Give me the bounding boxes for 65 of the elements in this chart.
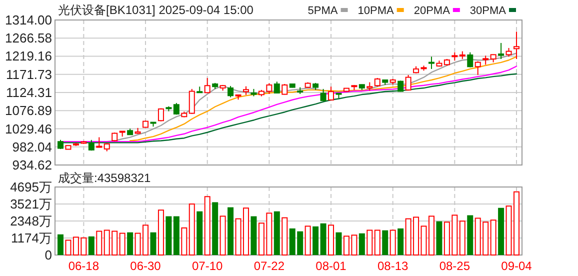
x-tick-label: 09-04 xyxy=(501,259,532,273)
y-tick-label: 1219.16 xyxy=(5,48,52,64)
x-tick-label: 06-30 xyxy=(130,259,162,273)
bar xyxy=(498,208,504,255)
y-tick-label: 2348万 xyxy=(10,213,52,228)
bar xyxy=(250,216,257,255)
y-tick-label: 1171.73 xyxy=(6,66,52,82)
bar xyxy=(127,232,134,255)
bar xyxy=(166,216,172,255)
x-tick-label: 07-22 xyxy=(254,259,285,273)
y-tick-label: 4695万 xyxy=(10,180,52,194)
y-tick-label: 982.04 xyxy=(12,139,52,154)
bar xyxy=(328,224,334,256)
bar xyxy=(58,234,64,255)
bar xyxy=(150,232,156,255)
x-tick-label: 08-25 xyxy=(439,259,470,273)
legend-label: 20PMA xyxy=(414,5,451,17)
bar xyxy=(196,211,203,255)
chart-title: 成交量:43598321 xyxy=(58,171,152,185)
bar xyxy=(304,226,311,256)
y-tick-label: 0 xyxy=(44,248,52,262)
bar xyxy=(204,196,210,256)
bar xyxy=(366,230,373,256)
y-tick-label: 1076.89 xyxy=(5,103,52,118)
bar xyxy=(490,220,496,256)
bar xyxy=(436,221,442,255)
legend-label: 10PMA xyxy=(358,5,394,17)
bar xyxy=(459,220,466,256)
y-tick-label: 1029.46 xyxy=(5,121,52,136)
bar xyxy=(374,230,380,256)
bar xyxy=(88,236,94,255)
bar xyxy=(320,223,326,255)
bar xyxy=(173,216,180,255)
bar xyxy=(188,204,195,256)
bar xyxy=(158,210,164,256)
bar xyxy=(398,228,404,255)
bar xyxy=(220,216,226,256)
bar xyxy=(382,230,388,255)
bar xyxy=(96,230,102,256)
bar xyxy=(467,215,474,255)
x-tick-label: 06-18 xyxy=(68,259,100,273)
bar xyxy=(336,232,342,255)
y-tick-label: 1314.00 xyxy=(5,12,52,28)
y-tick-label: 3521万 xyxy=(10,196,52,212)
chart-title: 光伏设备[BK1031] 2025-09-04 15:00 xyxy=(58,3,254,17)
bar xyxy=(274,211,280,255)
x-tick-label: 08-13 xyxy=(377,259,409,273)
y-tick-label: 1124.31 xyxy=(6,85,52,100)
x-tick-label: 08-01 xyxy=(316,259,347,273)
x-tick-label: 07-10 xyxy=(192,259,224,273)
bar xyxy=(212,202,218,255)
legend-label: 5PMA xyxy=(308,5,338,17)
bar xyxy=(181,227,188,256)
bar xyxy=(390,230,396,256)
bar xyxy=(312,226,319,255)
bar xyxy=(65,240,72,256)
bar xyxy=(228,207,234,255)
y-tick-label: 1174万 xyxy=(11,230,52,246)
bar xyxy=(358,233,365,255)
bar xyxy=(119,232,126,256)
line-series xyxy=(129,56,518,142)
y-tick-label: 1266.58 xyxy=(5,30,52,46)
y-tick-label: 934.62 xyxy=(12,158,52,172)
legend-label: 30PMA xyxy=(470,5,507,17)
bar xyxy=(282,217,288,256)
